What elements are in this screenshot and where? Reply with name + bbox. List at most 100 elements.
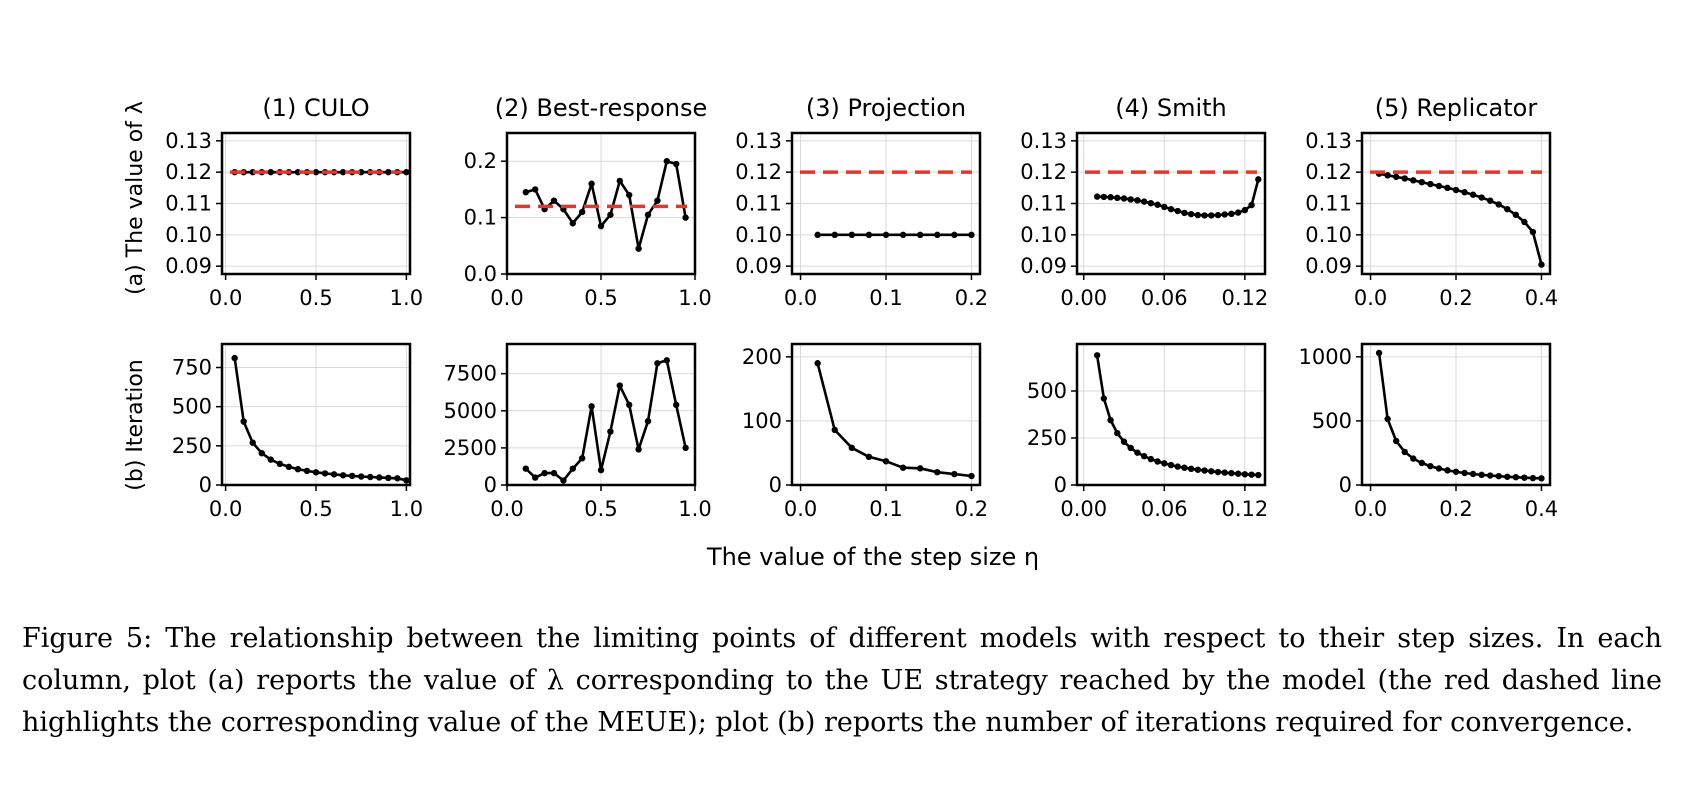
panel-a3-y-tick-label: 0.12 [735,160,782,184]
panel-a5-frame [1360,131,1552,276]
panel-a4-data-point [1093,193,1101,200]
panel-a4-data-point [1187,210,1195,218]
panel-b2-data-point [550,469,558,477]
panel-a5-data-point [1452,186,1460,194]
panel-b2-data-point [569,465,576,472]
panel-a5-y-tick-label: 0.11 [1305,192,1352,216]
panel-b4-frame [1075,342,1267,487]
panel-b4-x-tick-label: 0.00 [1060,497,1107,521]
panel-a2-data-point [522,189,529,196]
panel-b4-y-tick-label: 0 [1054,473,1067,497]
panel-b1-y-tick-label: 250 [172,434,212,458]
panel-b2-data-point [579,455,586,462]
panel-a4-frame [1075,131,1267,276]
panel-a4-title: (4) Smith [1115,94,1227,122]
panel-b4-data-point [1161,460,1168,467]
panel-a2-data-point [682,214,689,221]
panel-b4-data-point [1194,466,1202,473]
panel-a4-x-tick-label: 0.00 [1060,286,1107,310]
panel-a3-data-point [865,231,873,239]
panel-a5-data-point [1410,177,1417,184]
panel-b5-y-tick-label: 0 [1339,473,1352,497]
panel-a4-data-point [1174,207,1181,215]
panel-b4-data-point [1107,416,1114,424]
panel-b5-data-point [1401,448,1408,456]
panel-a2-frame [505,131,697,276]
panel-b1-data-point [385,474,392,482]
panel-a3-data-point [831,231,838,239]
panel-b2-data-point [597,466,605,474]
panel-a4-data-point [1221,211,1228,218]
panel-b4-x-tick-label: 0.06 [1141,497,1188,521]
panel-b1-x-tick-label: 1.0 [390,497,423,521]
panel-b1-data-point [357,473,365,480]
panel-b3-data-point [831,426,838,434]
panel-a3-data-point [882,231,890,239]
panel-b5-data-point [1410,455,1417,462]
panel-b1-data-point [294,465,302,473]
panel-b1-data-point [367,473,374,481]
panel-b4-data-point [1228,469,1235,477]
panel-b5-data-point [1495,472,1502,480]
panel-a3-y-tick-label: 0.10 [735,223,782,247]
panel-b4-data-point [1221,469,1228,476]
panel-a2-data-point [635,245,642,252]
panel-b2-series-line [524,358,687,482]
panel-a4-data-point [1107,194,1114,201]
panel-b1-data-point [285,463,293,471]
panel-b3-series-line [816,362,972,478]
panel-a2-data-point [654,197,661,204]
panel-a5-y-tick-label: 0.13 [1305,129,1352,153]
panel-a1-y-tick-label: 0.13 [165,129,212,153]
panel-b4-data-point [1181,464,1188,471]
panel-b2-data-point [607,428,614,435]
panel-a4-data-point [1214,211,1222,219]
panel-a5-data-point [1392,173,1400,181]
panel-b3-y-tick-label: 200 [742,345,782,369]
panel-b4-data-point [1248,471,1255,478]
panel-b1-data-point [258,449,265,457]
panel-a4-data-point [1234,209,1242,216]
panel-b3-data-point [814,360,821,367]
panel-a2-data-point [579,208,586,216]
panel-b4-data-point [1093,352,1101,359]
panel-a2-data-point [588,180,595,187]
panel-b4-data-point [1140,453,1148,460]
panel-a3-y-tick-label: 0.13 [735,129,782,153]
panel-a5-x-tick-label: 0.2 [1439,286,1472,310]
panel-a2-y-tick-label: 0.1 [464,206,497,230]
panel-b2-x-tick-label: 0.0 [490,497,523,521]
panel-a3-x-tick-label: 0.1 [869,286,902,310]
panel-b1-data-point [267,456,275,463]
panel-b3-data-point [951,470,958,478]
panel-a2-y-tick-label: 0.2 [464,149,497,173]
panel-a4-data-point [1100,193,1108,201]
panel-a3-data-point [848,231,856,239]
panel-b1-y-tick-label: 500 [172,395,212,419]
panel-b4-data-point [1241,471,1249,478]
panel-b5-data-point [1427,462,1434,470]
panel-a1-title: (1) CULO [262,94,369,122]
panel-b5-frame [1360,342,1552,487]
panel-b1-data-point [403,477,410,484]
panel-b5-x-tick-label: 0.2 [1439,497,1472,521]
panel-b2-y-tick-label: 5000 [444,399,497,423]
panel-a4-data-point [1140,198,1148,205]
panel-a3-x-tick-label: 0.0 [784,286,817,310]
panel-a5-data-point [1427,180,1434,188]
panel-b1-data-point [321,470,329,477]
panel-a3-title: (3) Projection [806,94,966,122]
panel-b1-frame [220,342,412,487]
panel-b3-data-point [916,465,924,472]
panel-b4-data-point [1201,467,1208,474]
panel-b2-frame [505,342,697,487]
panel-a1-data-point [312,168,320,176]
panel-a4-data-point [1167,205,1175,213]
panel-b1-data-point [240,418,247,425]
panel-b2-data-point [522,465,529,472]
panel-b1-data-point [231,354,238,362]
panel-a2-data-point [607,211,614,218]
panel-b1-data-point [339,472,347,479]
panel-a5-data-point [1512,211,1520,218]
panel-a2-data-point [550,197,558,204]
